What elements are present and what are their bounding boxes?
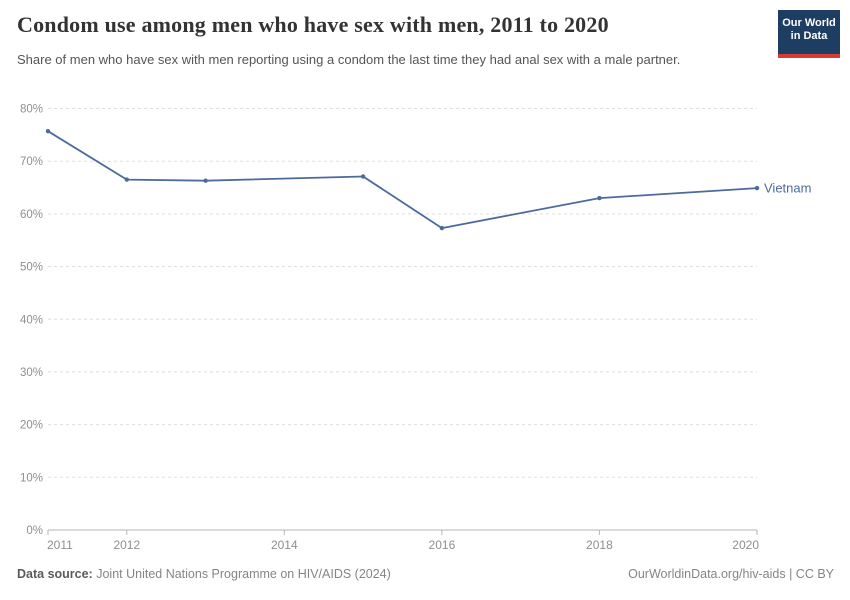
data-point-2020 <box>754 185 760 191</box>
x-tick-label-2016: 2016 <box>429 538 456 552</box>
data-point-2015 <box>360 174 366 179</box>
data-point-2018 <box>597 195 602 201</box>
y-tick-label-80: 80% <box>20 104 43 116</box>
data-source-label: Data source: <box>17 567 93 581</box>
data-point-2012 <box>124 177 129 182</box>
attribution-link[interactable]: OurWorldinData.org/hiv-aids | CC BY <box>628 567 834 581</box>
y-tick-label-0: 0% <box>26 525 43 537</box>
owid-logo-line2: in Data <box>790 30 828 42</box>
y-tick-label-30: 30% <box>20 367 43 379</box>
data-point-2011 <box>45 129 51 134</box>
y-tick-label-50: 50% <box>20 262 43 274</box>
chart-footer: Data source: Joint United Nations Progra… <box>17 567 834 581</box>
page-title: Condom use among men who have sex with m… <box>17 12 609 37</box>
y-tick-label-70: 70% <box>20 156 43 168</box>
x-tick-label-2018: 2018 <box>586 538 613 552</box>
y-tick-label-40: 40% <box>20 314 43 326</box>
owid-logo-line1: Our World <box>782 17 836 29</box>
x-tick-label-2011: 2011 <box>47 538 73 552</box>
data-point-2016 <box>439 225 445 231</box>
chart-subtitle: Share of men who have sex with men repor… <box>17 52 681 67</box>
entity-label[interactable]: Vietnam <box>764 181 811 196</box>
y-tick-label-20: 20% <box>20 420 43 432</box>
x-tick-label-2012: 2012 <box>113 538 140 552</box>
y-tick-label-60: 60% <box>20 209 43 221</box>
y-tick-label-10: 10% <box>20 472 43 484</box>
x-tick-label-2014: 2014 <box>271 538 298 552</box>
data-source: Data source: Joint United Nations Progra… <box>17 567 391 581</box>
owid-logo[interactable]: Our World in Data <box>778 10 840 58</box>
data-source-text: Joint United Nations Programme on HIV/AI… <box>96 567 391 581</box>
x-tick-label-2020: 2020 <box>732 538 759 552</box>
data-point-2013 <box>203 178 208 183</box>
